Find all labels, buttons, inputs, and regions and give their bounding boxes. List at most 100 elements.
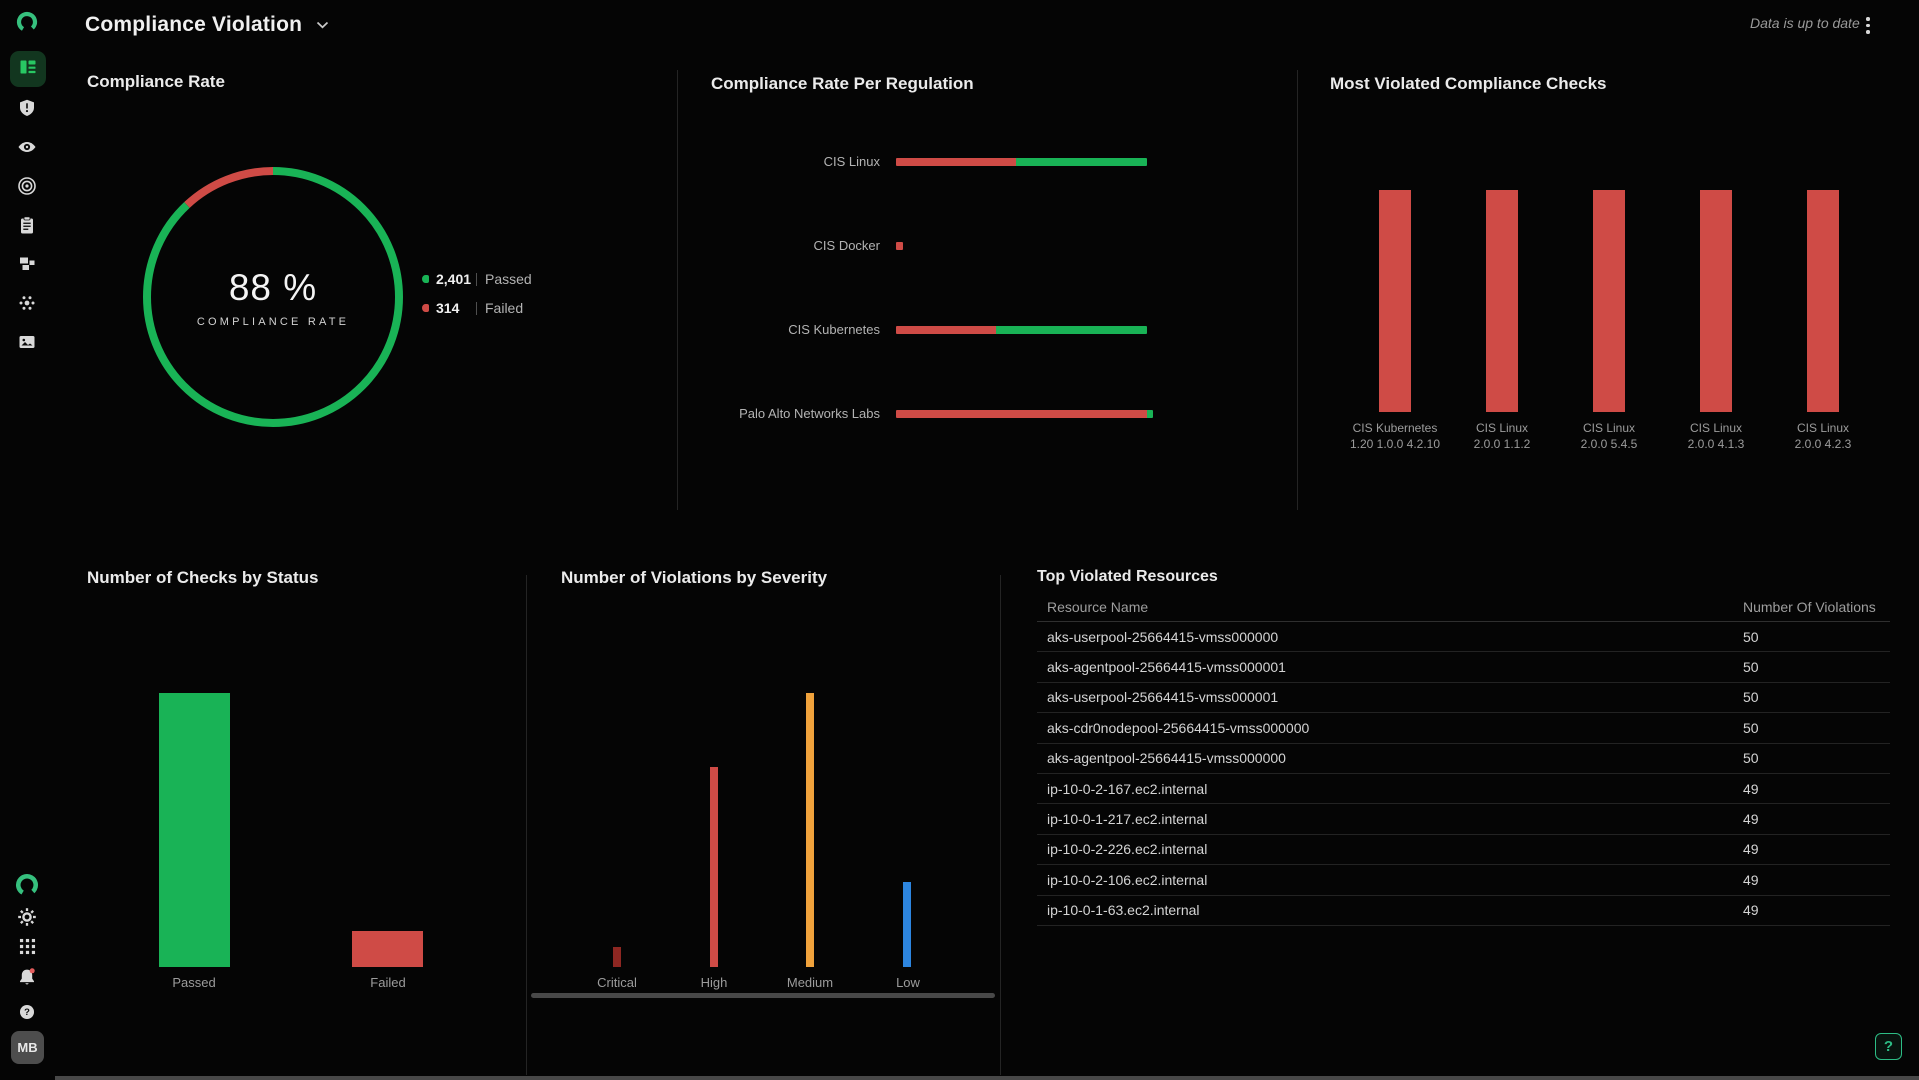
divider: [526, 575, 527, 1075]
dashboard-icon: [18, 57, 38, 82]
panel-per-regulation: Compliance Rate Per Regulation CIS Linux…: [678, 60, 1297, 510]
table-row[interactable]: aks-userpool-25664415-vmss000001 50: [1037, 683, 1890, 714]
divider: [476, 301, 477, 315]
severity-bar-low[interactable]: [903, 882, 911, 967]
status-bar-passed[interactable]: [159, 693, 230, 967]
violations-count: 50: [1743, 750, 1759, 767]
status-bar-failed[interactable]: [352, 931, 423, 967]
divider: [476, 272, 477, 286]
passed-segment: [1147, 410, 1153, 418]
failed-marker-icon: [422, 304, 429, 312]
violations-count: 49: [1743, 871, 1759, 888]
violations-count: 49: [1743, 780, 1759, 797]
overflow-menu-button[interactable]: [1860, 13, 1876, 38]
table-row[interactable]: ip-10-0-2-167.ec2.internal 49: [1037, 774, 1890, 805]
axis-label-medium: Medium: [786, 975, 834, 990]
check-bar-5[interactable]: [1807, 190, 1839, 412]
sidebar-item-images[interactable]: [11, 328, 43, 360]
svg-text:?: ?: [24, 1007, 30, 1018]
resource-name: aks-userpool-25664415-vmss000000: [1047, 628, 1279, 645]
dashboard-selector[interactable]: Compliance Violation: [85, 13, 329, 37]
settings-button[interactable]: [11, 903, 43, 935]
eye-icon: [17, 137, 37, 162]
resource-name: ip-10-0-1-217.ec2.internal: [1047, 811, 1208, 828]
compliance-rate-donut[interactable]: [143, 167, 403, 427]
clipboard-icon: [17, 215, 37, 240]
sidebar-item-compliance[interactable]: [11, 211, 43, 243]
resource-name: ip-10-0-2-106.ec2.internal: [1047, 871, 1208, 888]
violations-count: 49: [1743, 811, 1759, 828]
legend-item-passed[interactable]: 2,401 Passed: [422, 270, 532, 288]
brand-logo-icon: [15, 873, 39, 902]
check-bar-4[interactable]: [1700, 190, 1732, 412]
sidebar-item-inventory[interactable]: [11, 250, 43, 282]
table-row[interactable]: aks-cdr0nodepool-25664415-vmss000000 50: [1037, 713, 1890, 744]
table-row[interactable]: aks-agentpool-25664415-vmss000001 50: [1037, 652, 1890, 683]
panel-violations-by-severity: Number of Violations by Severity Critica…: [527, 560, 1000, 1020]
help-button[interactable]: ?: [11, 998, 43, 1030]
sidebar-item-alerts[interactable]: [11, 94, 43, 126]
sidebar-item-runtime[interactable]: [11, 289, 43, 321]
severity-bar-high[interactable]: [710, 767, 718, 967]
axis-label-failed: Failed: [370, 975, 406, 990]
severity-bar-medium[interactable]: [806, 693, 814, 967]
panel-title: Compliance Rate: [87, 72, 225, 91]
compliance-rate-caption: COMPLIANCE RATE: [196, 315, 350, 328]
panel-title: Number of Checks by Status: [87, 568, 319, 587]
notifications-button[interactable]: [11, 963, 43, 995]
regulation-bar-cis-kubernetes[interactable]: [896, 326, 1147, 334]
resource-name: aks-cdr0nodepool-25664415-vmss000000: [1047, 719, 1310, 736]
table-row[interactable]: aks-agentpool-25664415-vmss000000 50: [1037, 744, 1890, 774]
failed-segment: [896, 158, 1016, 166]
panel-title: Compliance Rate Per Regulation: [711, 74, 974, 93]
sidebar-item-visibility[interactable]: [11, 133, 43, 165]
passed-label: Passed: [485, 271, 532, 287]
passed-segment: [996, 326, 1147, 334]
top-bar: Compliance Violation Data is up to date: [0, 0, 1919, 52]
regulation-bar-palo-alto-labs[interactable]: [896, 410, 1153, 418]
check-bar-1[interactable]: [1379, 190, 1411, 412]
severity-bar-critical[interactable]: [613, 947, 621, 967]
table-row[interactable]: ip-10-0-1-63.ec2.internal 49: [1037, 896, 1890, 926]
check-bar-3[interactable]: [1593, 190, 1625, 412]
user-avatar[interactable]: MB: [11, 1031, 44, 1064]
check-bar-2[interactable]: [1486, 190, 1518, 412]
chevron-down-icon: [316, 16, 329, 34]
panel-compliance-rate: Compliance Rate 88 % COMPLIANCE RATE 2,4…: [70, 60, 670, 510]
table-row[interactable]: ip-10-0-2-226.ec2.internal 49: [1037, 835, 1890, 866]
passed-marker-icon: [422, 275, 429, 283]
donut-center: 88 % COMPLIANCE RATE: [143, 167, 403, 427]
check-bar-label: CIS Linux 2.0.0 4.2.3: [1794, 421, 1852, 451]
horizontal-scrollbar[interactable]: [531, 993, 995, 998]
sidebar-brand-logo[interactable]: [13, 871, 41, 903]
divider: [677, 70, 678, 510]
compliance-rate-value: 88 %: [228, 266, 318, 308]
window-horizontal-scrollbar[interactable]: [55, 1076, 1919, 1080]
panel-title: Most Violated Compliance Checks: [1330, 74, 1607, 93]
target-icon: [17, 176, 37, 201]
table-row[interactable]: ip-10-0-1-217.ec2.internal 49: [1037, 804, 1890, 835]
apps-menu-button[interactable]: [11, 933, 43, 965]
sidebar-item-attack-path[interactable]: [11, 172, 43, 204]
sidebar-item-dashboards[interactable]: [10, 51, 46, 87]
regulation-label: CIS Linux: [823, 154, 880, 169]
column-header-resource-name: Resource Name: [1047, 598, 1149, 615]
regulation-bar-cis-docker[interactable]: [896, 242, 903, 250]
atom-icon: [17, 293, 37, 318]
nav-rail: ? MB: [0, 0, 55, 1080]
failed-segment: [896, 242, 903, 250]
resource-name: aks-agentpool-25664415-vmss000001: [1047, 659, 1286, 676]
table-row[interactable]: ip-10-0-2-106.ec2.internal 49: [1037, 865, 1890, 896]
resource-name: aks-agentpool-25664415-vmss000000: [1047, 750, 1286, 767]
legend-item-failed[interactable]: 314 Failed: [422, 299, 523, 317]
app-logo-icon: [16, 11, 38, 38]
passed-count: 2,401: [436, 271, 472, 287]
table-row[interactable]: aks-userpool-25664415-vmss000000 50: [1037, 622, 1890, 653]
regulation-bar-cis-linux[interactable]: [896, 158, 1147, 166]
failed-segment: [896, 410, 1147, 418]
resource-name: ip-10-0-1-63.ec2.internal: [1047, 902, 1200, 919]
support-help-button[interactable]: ?: [1875, 1033, 1902, 1060]
axis-label-high: High: [700, 975, 728, 990]
check-bar-label: CIS Linux 2.0.0 5.4.5: [1580, 421, 1638, 451]
